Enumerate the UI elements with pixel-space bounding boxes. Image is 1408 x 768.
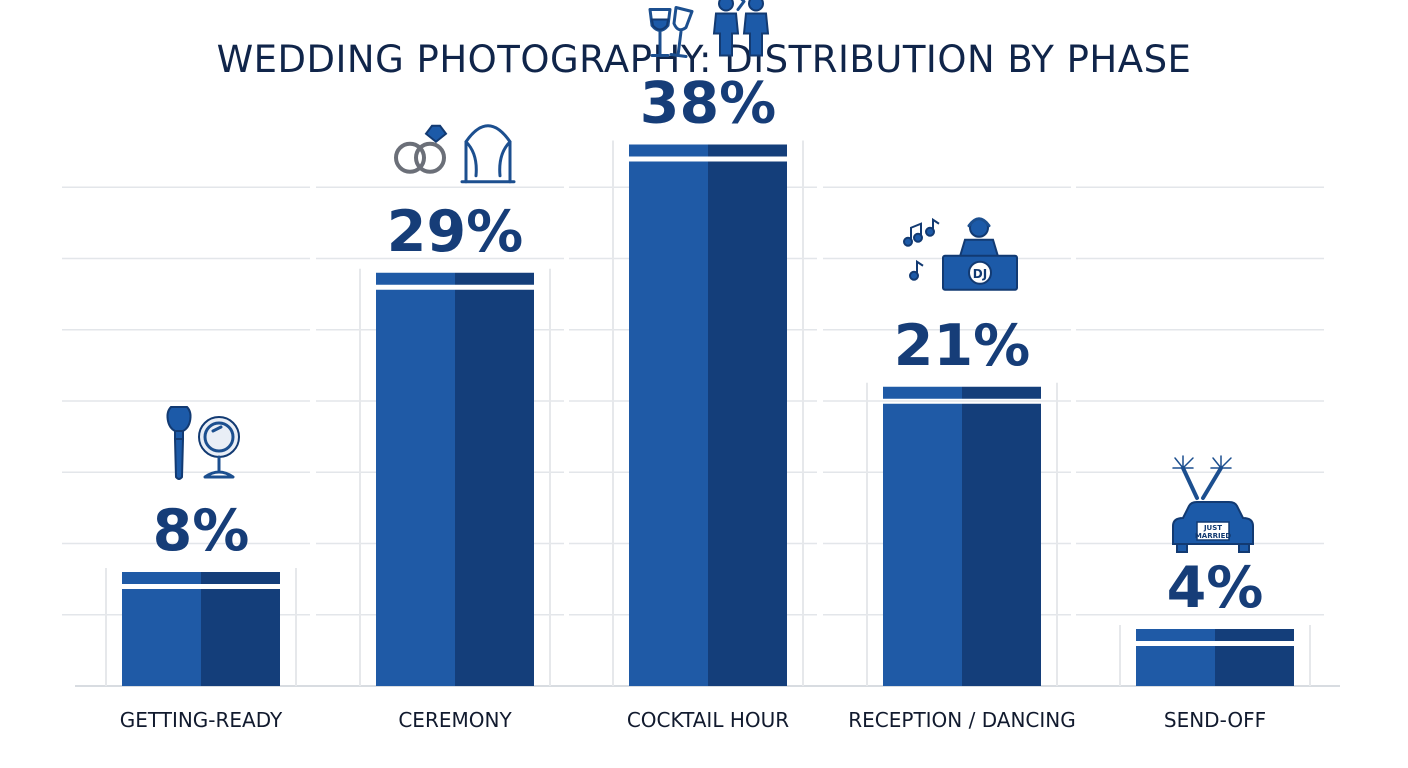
bar-cap [455, 272, 534, 285]
bar [1215, 646, 1294, 686]
bar-cap [629, 144, 708, 157]
category-labels: GETTING-READY CEREMONY COCKTAIL HOUR RECEPT… [120, 708, 1266, 732]
bar [708, 161, 787, 686]
makeup-brush-mirror-icon [166, 406, 240, 480]
dj-label: DJ [973, 267, 987, 281]
category-label: SEND-OFF [1164, 708, 1266, 732]
value-label: 4% [1167, 555, 1264, 621]
category-label: CEREMONY [398, 708, 512, 732]
car-label-line2: MARRIED [1195, 532, 1232, 540]
bar-cap [708, 144, 787, 157]
category-label: COCKTAIL HOUR [627, 708, 789, 732]
just-married-car-sparklers-icon: JUST MARRIED [1172, 455, 1254, 553]
bar [455, 289, 534, 686]
bar [629, 161, 708, 686]
bar [962, 403, 1041, 686]
bar [201, 589, 280, 686]
chart-title: WEDDING PHOTOGRAPHY: DISTRIBUTION BY PHA… [216, 38, 1192, 81]
value-label: 38% [640, 71, 776, 137]
dj-booth-music-icon: DJ [903, 217, 1018, 291]
bar [883, 403, 962, 686]
bars [105, 140, 1311, 686]
category-label: GETTING-READY [120, 708, 283, 732]
bar-cap [1215, 629, 1294, 641]
bar [1136, 646, 1215, 686]
car-label-line1: JUST [1203, 524, 1222, 532]
bar-cap [962, 386, 1041, 399]
value-label: 21% [894, 313, 1030, 379]
bar-cap [1136, 629, 1215, 641]
rings-arch-icon [394, 124, 516, 184]
bar-cap [883, 386, 962, 399]
bar [376, 289, 455, 686]
toast-glasses-people-icon [648, 0, 770, 58]
category-label: RECEPTION / DANCING [848, 708, 1075, 732]
value-labels: 8% 29% 38% 21% 4% [153, 71, 1264, 622]
bar-cap [376, 272, 455, 285]
value-label: 29% [387, 199, 523, 265]
bar-cap [201, 572, 280, 584]
bar [122, 589, 201, 686]
bar-cap [122, 572, 201, 584]
value-label: 8% [153, 498, 250, 564]
